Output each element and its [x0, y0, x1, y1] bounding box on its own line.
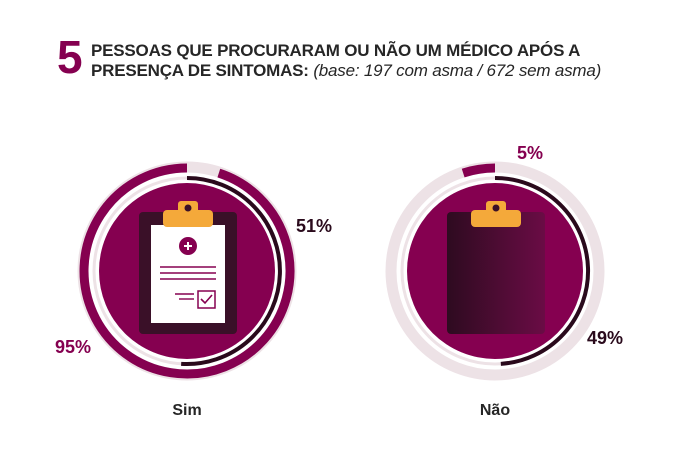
nao-outer-halo	[385, 161, 605, 381]
chart-title: PESSOAS QUE PROCURARAM OU NÃO UM MÉDICO …	[91, 41, 661, 81]
chart-number: 5	[57, 31, 83, 83]
chart-subtitle: (base: 197 com asma / 672 sem asma)	[313, 61, 602, 80]
sim-com-asma-arc	[79, 163, 295, 379]
sim-sem-asma-arc	[181, 176, 282, 366]
title-line-1: PESSOAS QUE PROCURARAM OU NÃO UM MÉDICO …	[91, 41, 581, 60]
category-label-nao: Não	[480, 402, 510, 419]
plus-icon	[179, 237, 197, 255]
chart-header: 5 PESSOAS QUE PROCURARAM OU NÃO UM MÉDIC…	[57, 31, 667, 86]
nao-clipboard-board	[447, 212, 545, 334]
sim-outer-halo	[77, 161, 297, 381]
group-nao: 5% 49% Não	[385, 143, 623, 419]
sim-clip-icon	[163, 201, 213, 227]
sim-sem-asma-label: 51%	[296, 216, 332, 236]
document-lines-icon	[160, 266, 216, 300]
category-label-sim: Sim	[172, 402, 201, 419]
group-sim: 51% 95% Sim	[55, 161, 332, 419]
nao-sem-asma-label: 49%	[587, 328, 623, 348]
sim-com-asma-label: 95%	[55, 337, 91, 357]
nao-clip-icon	[471, 201, 521, 227]
nao-com-asma-label: 5%	[517, 143, 543, 163]
nao-sem-asma-arc	[494, 176, 591, 366]
checkbox-icon	[197, 290, 216, 309]
nao-com-asma-arc	[461, 163, 496, 178]
title-line-2: PRESENÇA DE SINTOMAS:	[91, 61, 309, 80]
